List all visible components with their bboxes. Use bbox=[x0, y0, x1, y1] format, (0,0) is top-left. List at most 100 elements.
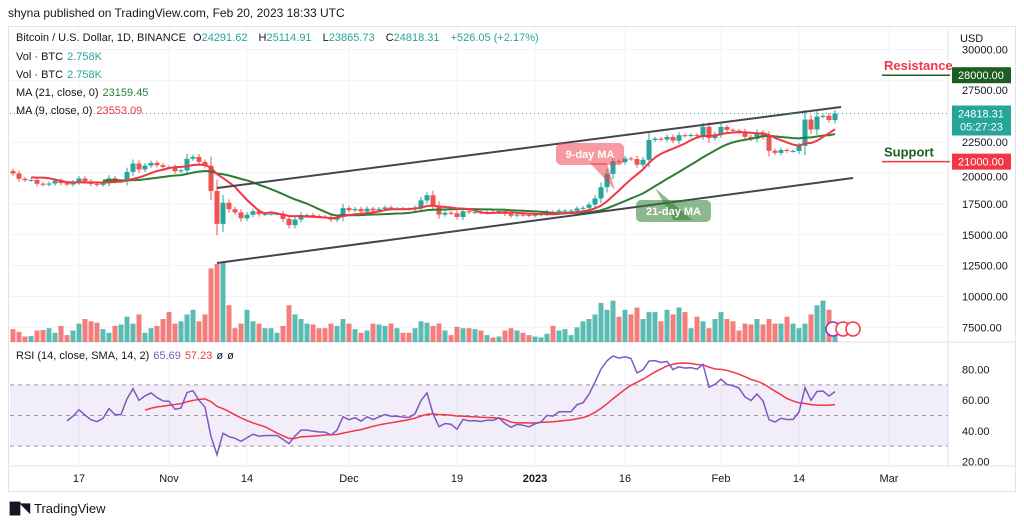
candle-body bbox=[508, 213, 514, 216]
candle bbox=[826, 113, 832, 123]
volume-bar bbox=[328, 323, 334, 342]
candle bbox=[346, 205, 352, 213]
ma9-value: 23553.09 bbox=[96, 105, 143, 117]
candle-body bbox=[562, 210, 568, 212]
volume-bar bbox=[190, 309, 196, 342]
footer: ▇◥ TradingView bbox=[10, 500, 106, 516]
candle-body bbox=[310, 214, 316, 216]
close-value: 24818.31 bbox=[393, 32, 440, 44]
candle bbox=[46, 181, 52, 187]
volume-bar bbox=[28, 336, 34, 342]
candle-body bbox=[184, 158, 190, 171]
volume-bar bbox=[280, 325, 286, 342]
time-tick-label: 14 bbox=[793, 473, 805, 485]
candle-body bbox=[202, 161, 208, 166]
rsi-tick-label: 40.00 bbox=[962, 426, 990, 438]
volume-bar bbox=[166, 312, 172, 342]
candle bbox=[208, 156, 214, 201]
candle bbox=[40, 182, 46, 187]
candle-body bbox=[652, 138, 658, 141]
volume-bar bbox=[448, 335, 454, 342]
rsi-extra-2: ø bbox=[227, 350, 234, 362]
candle-body bbox=[5, 169, 10, 171]
volume-value: 2.758K bbox=[67, 69, 102, 81]
candle bbox=[424, 192, 430, 204]
rsi-tick-label: 80.00 bbox=[962, 365, 990, 377]
candle-body bbox=[16, 173, 22, 179]
last-price-text: 24818.31 bbox=[958, 108, 1004, 120]
candle-body bbox=[370, 208, 376, 211]
candle bbox=[226, 199, 232, 213]
support-price-tag bbox=[952, 153, 1011, 170]
candle-body bbox=[388, 207, 394, 209]
candle-body bbox=[190, 156, 196, 159]
rsi-tick-label: 20.00 bbox=[962, 456, 990, 468]
candle-body bbox=[670, 136, 676, 141]
candle bbox=[34, 177, 40, 187]
volume-legend-1[interactable]: Vol · BTC 2.758K bbox=[16, 51, 106, 63]
volume-bar bbox=[208, 268, 214, 342]
candle-body bbox=[730, 129, 736, 131]
candle-body bbox=[346, 208, 352, 211]
volume-legend-2[interactable]: Vol · BTC 2.758K bbox=[16, 69, 106, 81]
candle-body bbox=[46, 183, 52, 185]
candle-body bbox=[796, 145, 802, 152]
candle bbox=[298, 212, 304, 223]
change-value: +526.05 (+2.17%) bbox=[450, 32, 539, 44]
volume-bar bbox=[424, 322, 430, 342]
time-tick-label: 16 bbox=[619, 473, 631, 485]
candle bbox=[808, 115, 814, 135]
candle-body bbox=[226, 202, 232, 210]
time-tick-label: Dec bbox=[339, 473, 359, 485]
candle-body bbox=[148, 162, 154, 166]
volume-bar bbox=[220, 261, 226, 342]
candle-body bbox=[10, 171, 16, 174]
ma9-legend[interactable]: MA (9, close, 0) 23553.09 bbox=[16, 105, 146, 117]
candle-body bbox=[676, 135, 682, 141]
main-pane bbox=[5, 106, 854, 342]
volume-bar bbox=[40, 330, 46, 342]
volume-bar bbox=[568, 335, 574, 342]
candle bbox=[592, 195, 598, 208]
symbol-title[interactable]: Bitcoin / U.S. Dollar, 1D, BINANCE bbox=[16, 32, 186, 44]
volume-bar bbox=[46, 328, 52, 342]
volume-bar bbox=[358, 332, 364, 342]
candle-body bbox=[754, 132, 760, 139]
candle bbox=[358, 206, 364, 214]
volume-bar bbox=[364, 330, 370, 342]
candle-body bbox=[124, 171, 130, 182]
volume-bar bbox=[616, 316, 622, 342]
ma21-legend[interactable]: MA (21, close, 0) 23159.45 bbox=[16, 87, 152, 99]
candle-body bbox=[586, 204, 592, 208]
volume-bar bbox=[742, 323, 748, 342]
candle bbox=[16, 170, 22, 182]
candle-body bbox=[40, 183, 46, 185]
candle bbox=[10, 168, 16, 176]
candle-body bbox=[808, 119, 814, 130]
volume-bar bbox=[250, 321, 256, 342]
candle bbox=[682, 133, 688, 138]
candle bbox=[598, 182, 604, 204]
candle bbox=[442, 210, 448, 217]
volume-bar bbox=[304, 323, 310, 342]
footer-brand[interactable]: TradingView bbox=[34, 500, 106, 516]
volume-bar bbox=[538, 337, 544, 342]
volume-bar bbox=[88, 321, 94, 342]
volume-bar bbox=[352, 329, 358, 342]
candle-body bbox=[238, 212, 244, 219]
candle bbox=[634, 155, 640, 168]
candle bbox=[160, 163, 166, 169]
countdown-text: 05:27:23 bbox=[960, 121, 1003, 133]
candle-body bbox=[526, 214, 532, 216]
candle-body bbox=[256, 211, 262, 215]
rsi-legend[interactable]: RSI (14, close, SMA, 14, 2) 65.69 57.23 ø ø bbox=[16, 350, 238, 362]
candle bbox=[676, 132, 682, 144]
volume-bar bbox=[286, 305, 292, 342]
volume-bar bbox=[388, 323, 394, 342]
candle bbox=[466, 209, 472, 215]
volume-bar bbox=[154, 325, 160, 342]
candle-body bbox=[358, 208, 364, 212]
candle-body bbox=[640, 159, 646, 165]
candle bbox=[130, 159, 136, 176]
